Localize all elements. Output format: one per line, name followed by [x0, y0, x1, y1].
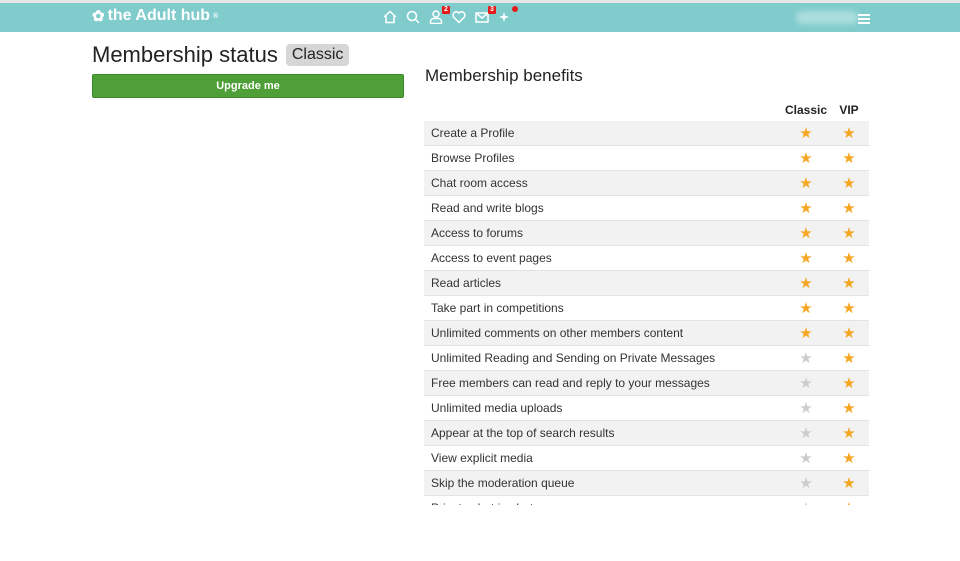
benefit-label: Create a Profile — [431, 126, 515, 140]
table-row: Appear at the top of search results ★ ★ — [424, 421, 869, 446]
star-icon: ★ — [842, 325, 856, 342]
star-icon: ★ — [799, 150, 813, 167]
column-classic: Classic — [784, 102, 828, 117]
top-nav: ✿ the Adult hub ® 2 3 — [0, 3, 960, 32]
star-icon: ★ — [799, 400, 813, 417]
star-icon: ★ — [799, 300, 813, 317]
benefit-label: Free members can read and reply to your … — [431, 376, 710, 390]
star-icon: ★ — [842, 275, 856, 292]
benefit-label: Private chat in chat rooms — [424, 501, 783, 505]
star-icon: ★ — [799, 375, 813, 392]
star-icon: ★ — [799, 275, 813, 292]
flower-icon: ✿ — [92, 8, 105, 25]
star-icon: ★ — [799, 450, 813, 467]
page-title: Membership status Classic — [92, 42, 350, 68]
sparkle-icon[interactable] — [497, 6, 518, 25]
benefits-table: Classic VIP Create a Profile ★ ★ Browse Prof… — [424, 98, 869, 505]
benefit-label: Browse Profiles — [431, 151, 515, 165]
table-row: Browse Profiles ★ ★ — [424, 146, 869, 171]
table-row: Read and write blogs ★ ★ — [424, 196, 869, 221]
star-icon: ★ — [842, 225, 856, 242]
star-icon: ★ — [799, 325, 813, 342]
benefit-label: Read and write blogs — [431, 201, 544, 215]
star-icon: ★ — [842, 250, 856, 267]
menu-icon[interactable] — [858, 14, 870, 26]
star-icon: ★ — [842, 500, 855, 505]
logo[interactable]: ✿ the Adult hub ® — [92, 7, 219, 25]
star-icon: ★ — [842, 200, 856, 217]
table-row: Read articles ★ ★ — [424, 271, 869, 296]
message-badge: 3 — [488, 6, 496, 14]
star-icon: ★ — [842, 450, 856, 467]
notification-badge: 2 — [442, 6, 450, 14]
star-icon: ★ — [842, 475, 856, 492]
benefit-label: Chat room access — [431, 176, 528, 190]
star-icon: ★ — [799, 350, 813, 367]
benefit-label: Read articles — [431, 276, 502, 290]
alert-dot — [512, 6, 518, 12]
heart-icon[interactable] — [451, 9, 467, 25]
benefits-title: Membership benefits — [425, 66, 583, 85]
table-row: Free members can read and reply to your … — [424, 371, 869, 396]
benefit-label: Take part in competitions — [431, 301, 564, 315]
star-icon: ★ — [842, 125, 856, 142]
star-icon: ★ — [842, 350, 856, 367]
benefit-label: Access to forums — [431, 226, 524, 240]
benefit-label: Access to event pages — [431, 251, 552, 265]
benefit-label: Unlimited comments on other members cont… — [431, 326, 684, 340]
table-row: Unlimited media uploads ★ ★ — [424, 396, 869, 421]
column-vip: VIP — [839, 102, 859, 117]
star-icon: ★ — [799, 250, 813, 267]
table-row: Access to forums ★ ★ — [424, 221, 869, 246]
star-icon: ★ — [842, 300, 856, 317]
table-row: Private chat in chat rooms ★ ★ — [424, 496, 869, 505]
benefit-label: Unlimited media uploads — [431, 401, 563, 415]
table-row: View explicit media ★ ★ — [424, 446, 869, 471]
home-icon[interactable] — [382, 9, 398, 25]
benefit-label: Skip the moderation queue — [431, 476, 575, 490]
table-row: Chat room access ★ ★ — [424, 171, 869, 196]
star-icon: ★ — [799, 225, 813, 242]
star-icon: ★ — [842, 175, 856, 192]
star-icon: ★ — [842, 400, 856, 417]
benefit-label: Appear at the top of search results — [431, 426, 615, 440]
upgrade-button[interactable]: Upgrade me — [92, 74, 404, 98]
star-icon: ★ — [799, 200, 813, 217]
table-row: Unlimited comments on other members cont… — [424, 321, 869, 346]
mail-icon[interactable]: 3 — [474, 6, 496, 25]
star-icon: ★ — [799, 175, 813, 192]
table-row: Take part in competitions ★ ★ — [424, 296, 869, 321]
search-icon[interactable] — [405, 9, 421, 25]
table-row: Access to event pages ★ ★ — [424, 246, 869, 271]
star-icon: ★ — [799, 500, 812, 505]
star-icon: ★ — [799, 425, 813, 442]
star-icon: ★ — [842, 425, 856, 442]
top-border — [0, 0, 960, 3]
star-icon: ★ — [799, 475, 813, 492]
table-row: Skip the moderation queue ★ ★ — [424, 471, 869, 496]
benefit-label: View explicit media — [431, 451, 533, 465]
star-icon: ★ — [842, 150, 856, 167]
benefit-label: Unlimited Reading and Sending on Private… — [431, 351, 716, 365]
user-icon[interactable]: 2 — [428, 6, 450, 25]
table-row: Unlimited Reading and Sending on Private… — [424, 346, 869, 371]
membership-level-badge: Classic — [285, 44, 350, 66]
star-icon: ★ — [799, 125, 813, 142]
table-row: Create a Profile ★ ★ — [424, 121, 869, 146]
star-icon: ★ — [842, 375, 856, 392]
username-blurred[interactable] — [796, 11, 858, 24]
